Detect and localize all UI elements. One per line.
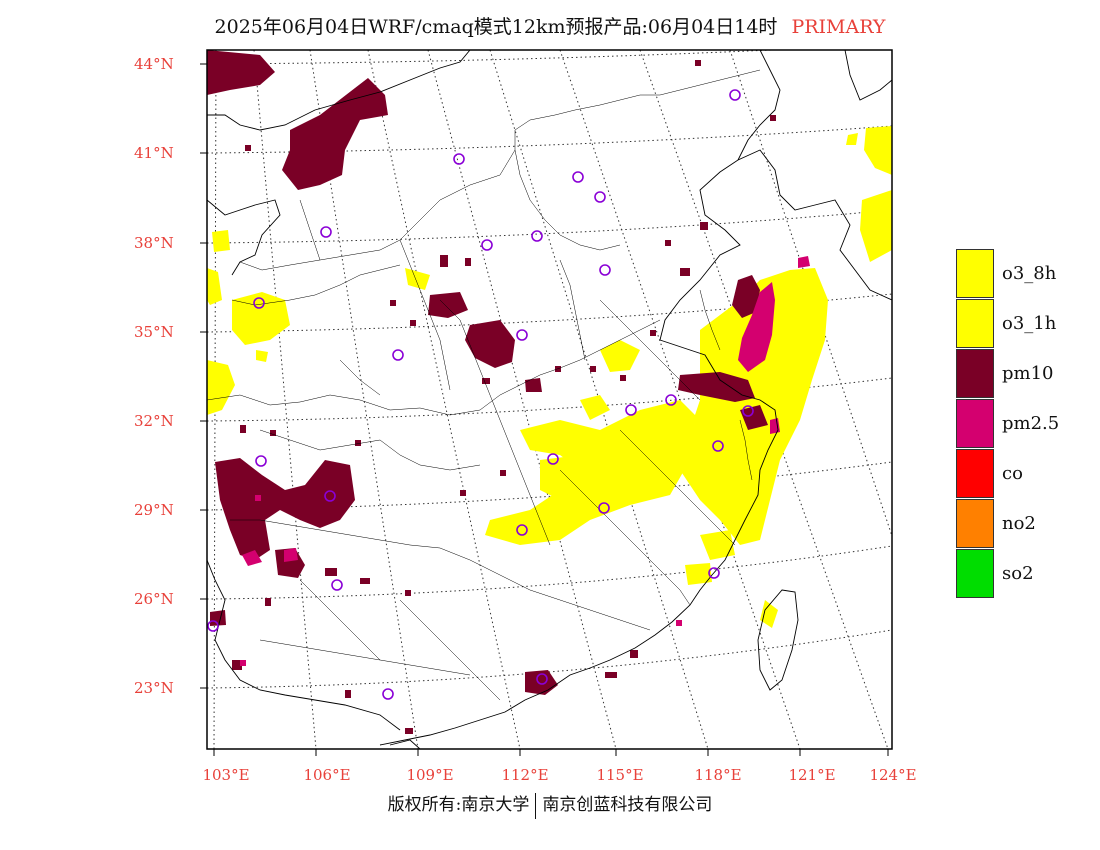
lon-label-103e: 103°E: [202, 766, 250, 784]
hainan-island: [389, 739, 421, 749]
national-border-north: [207, 50, 471, 131]
legend-swatch-o3-8h: [956, 249, 994, 298]
o3-field: [207, 126, 892, 628]
parallel-26n: [207, 545, 892, 600]
axis-ticks: [200, 63, 889, 756]
map-title: 2025年06月04日WRF/cmaq模式12km预报产品:06月04日14时 P…: [0, 12, 1100, 39]
legend-swatch-pm10: [956, 349, 994, 398]
meridian-115e: [427, 50, 617, 749]
legend-label-co: co: [1002, 463, 1023, 484]
national-border-west: [207, 199, 281, 276]
footer-company: 南京创蓝科技有限公司: [542, 795, 713, 815]
map-frame: [206, 49, 893, 750]
coastline-north: [737, 50, 781, 161]
lon-label-118e: 118°E: [694, 766, 742, 784]
lon-label-121e: 121°E: [788, 766, 836, 784]
title-tag: PRIMARY: [791, 16, 886, 38]
parallel-44n: [207, 50, 782, 65]
legend-label-no2: no2: [1002, 513, 1036, 534]
lat-label-29n: 29°N: [134, 501, 174, 519]
lon-label-109e: 109°E: [406, 766, 454, 784]
parallel-23n: [207, 629, 892, 689]
national-border-southwest: [207, 559, 401, 731]
legend-swatch-so2: [956, 549, 994, 598]
footer-divider: [535, 792, 537, 819]
lon-label-115e: 115°E: [596, 766, 644, 784]
legend-swatch-co: [956, 449, 994, 498]
footer-copyright: 版权所有:南京大学: [387, 795, 530, 815]
coastline-east: [379, 149, 892, 746]
legend-swatch-pm25: [956, 399, 994, 448]
lon-label-124e: 124°E: [869, 766, 917, 784]
lat-label-35n: 35°N: [134, 323, 174, 341]
lat-label-23n: 23°N: [134, 679, 174, 697]
lon-label-112e: 112°E: [501, 766, 549, 784]
copyright-footer: 版权所有:南京大学 南京创蓝科技有限公司: [0, 790, 1100, 819]
pm25-field: [242, 256, 810, 566]
lat-label-32n: 32°N: [134, 412, 174, 430]
province-borders: [207, 69, 761, 701]
legend-label-pm25: pm2.5: [1002, 413, 1060, 434]
legend-swatch-no2: [956, 499, 994, 548]
boundaries: [207, 50, 892, 749]
meridian-118e: [489, 50, 709, 749]
title-main: 2025年06月04日WRF/cmaq模式12km预报产品:06月04日14时: [214, 16, 778, 38]
meridian-121e: [559, 50, 801, 749]
scatter-cells: [232, 60, 776, 734]
coastline-korea: [844, 50, 892, 101]
lat-label-26n: 26°N: [134, 590, 174, 608]
legend-label-o3-1h: o3_1h: [1002, 313, 1057, 334]
lon-label-106e: 106°E: [303, 766, 351, 784]
lat-label-44n: 44°N: [134, 55, 174, 73]
taiwan-island: [757, 589, 799, 691]
lat-label-41n: 41°N: [134, 144, 174, 162]
station-markers: [207, 89, 754, 700]
legend-label-so2: so2: [1002, 563, 1034, 584]
legend-label-pm10: pm10: [1002, 363, 1054, 384]
parallel-32n: [207, 377, 892, 422]
lat-label-38n: 38°N: [134, 234, 174, 252]
legend-label-o3-8h: o3_8h: [1002, 263, 1057, 284]
parallel-38n: [207, 209, 892, 244]
legend-swatch-o3-1h: [956, 299, 994, 348]
